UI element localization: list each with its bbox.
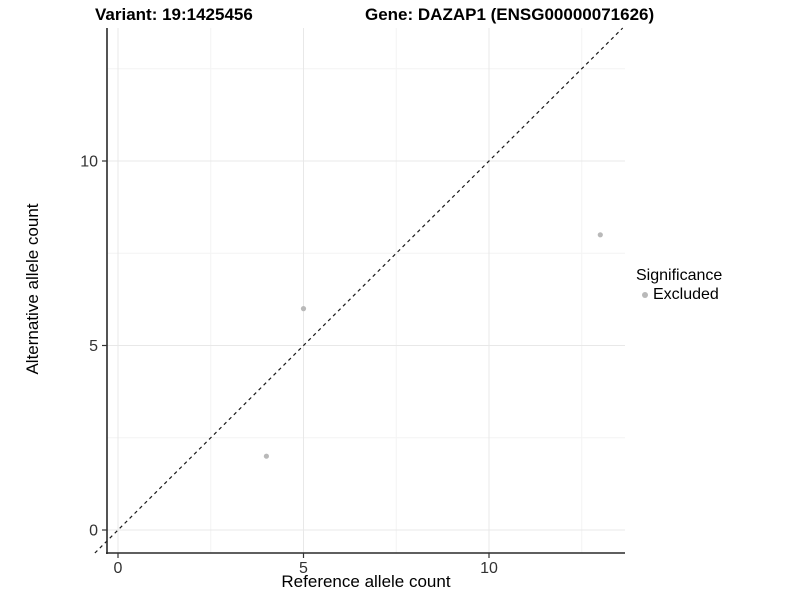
legend-items: Excluded — [636, 286, 722, 304]
legend-title: Significance — [636, 267, 723, 284]
data-point — [263, 453, 269, 459]
data-point — [597, 232, 603, 238]
x-axis-title: Reference allele count — [281, 572, 451, 591]
legend-item: Excluded — [636, 286, 722, 304]
identity-reference-line — [94, 27, 624, 554]
x-tick-label: 0 — [114, 560, 123, 577]
plot-title-gene: Gene: DAZAP1 (ENSG00000071626) — [365, 5, 655, 24]
plot-title-variant: Variant: 19:1425456 — [95, 5, 253, 24]
x-tick-label: 10 — [480, 560, 498, 577]
data-point — [300, 306, 307, 312]
legend-key — [636, 286, 653, 304]
legend: Significance Excluded — [636, 266, 722, 304]
legend-item-label: Excluded — [653, 286, 719, 303]
y-tick-label: 5 — [89, 338, 98, 355]
y-axis-title: Alternative allele count — [23, 203, 42, 375]
legend-point-icon — [641, 292, 648, 298]
x-tick-label: 5 — [299, 560, 308, 577]
y-tick-label: 10 — [80, 154, 98, 171]
y-tick-label: 0 — [89, 523, 98, 540]
